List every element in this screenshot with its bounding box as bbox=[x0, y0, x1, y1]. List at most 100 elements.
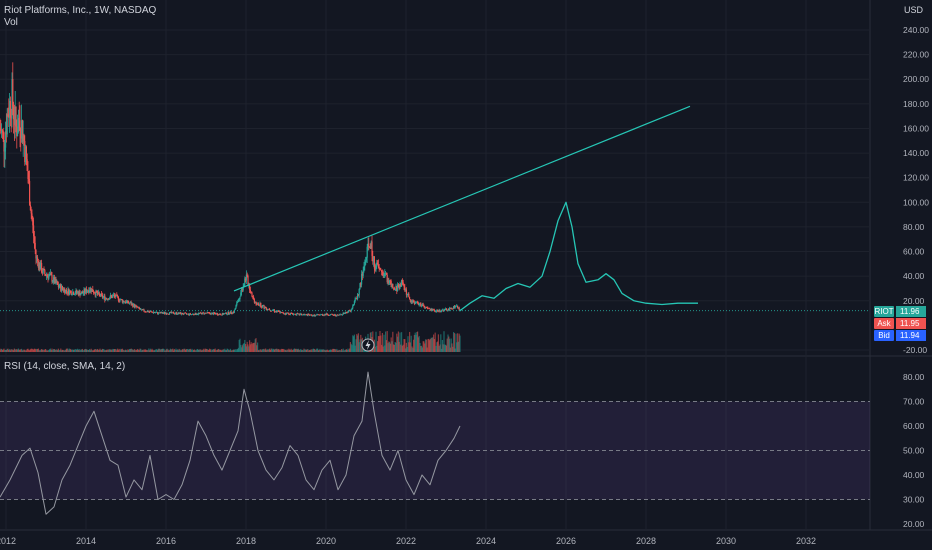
volume-bar bbox=[268, 349, 270, 352]
volume-bar bbox=[7, 348, 9, 352]
candle-body bbox=[437, 309, 439, 311]
volume-bar bbox=[305, 349, 307, 352]
volume-bar bbox=[173, 350, 175, 352]
candle-body bbox=[376, 262, 378, 267]
candle-body bbox=[236, 302, 238, 306]
candle-body bbox=[330, 313, 332, 315]
volume-bar bbox=[243, 343, 245, 352]
volume-bar bbox=[298, 349, 300, 352]
volume-bar bbox=[221, 350, 223, 352]
volume-bar bbox=[40, 349, 42, 352]
candle-body bbox=[227, 311, 229, 314]
candle-body bbox=[366, 246, 368, 258]
candle-body bbox=[139, 308, 141, 310]
volume-bar bbox=[439, 344, 441, 352]
candle-body bbox=[332, 314, 334, 315]
candle-body bbox=[145, 311, 147, 313]
volume-bar bbox=[453, 332, 455, 352]
volume-bar bbox=[82, 350, 84, 352]
volume-bar bbox=[338, 350, 340, 352]
candle-body bbox=[27, 170, 29, 179]
volume-bar bbox=[405, 348, 407, 352]
volume-bar bbox=[41, 349, 43, 352]
candle-body bbox=[85, 288, 87, 293]
volume-label[interactable]: Vol bbox=[4, 17, 18, 28]
volume-bar bbox=[84, 349, 86, 352]
candle-body bbox=[135, 305, 137, 307]
volume-bar bbox=[349, 342, 351, 352]
volume-bar bbox=[125, 349, 127, 352]
volume-bar bbox=[308, 350, 310, 352]
volume-bar bbox=[119, 350, 121, 352]
price-tick-label: 120.00 bbox=[903, 173, 929, 183]
volume-bar bbox=[15, 349, 17, 352]
candle-body bbox=[26, 159, 28, 171]
volume-bar bbox=[253, 342, 255, 352]
volume-bar bbox=[139, 348, 141, 352]
candle-body bbox=[125, 302, 127, 304]
volume-bar bbox=[190, 350, 192, 352]
candle-body bbox=[80, 293, 82, 296]
last-price-badge: RIOT bbox=[874, 306, 894, 317]
candle-body bbox=[419, 302, 421, 304]
candle-body bbox=[3, 132, 5, 152]
candle-body bbox=[151, 311, 153, 313]
volume-bar bbox=[409, 331, 411, 352]
candle-body bbox=[327, 314, 329, 316]
candle-body bbox=[175, 312, 177, 314]
candle-body bbox=[202, 312, 204, 314]
volume-bar bbox=[449, 338, 451, 352]
volume-bar bbox=[192, 350, 194, 352]
volume-bar bbox=[267, 349, 269, 352]
chart-overlays bbox=[361, 338, 375, 352]
candle-body bbox=[153, 312, 155, 313]
candle-body bbox=[212, 312, 214, 315]
time-axis: 2012 2014 2016 2018 2020 2022 2024 2026 2028 2030… bbox=[0, 536, 816, 546]
volume-bar bbox=[313, 348, 315, 352]
candle-body bbox=[353, 304, 355, 306]
volume-bar bbox=[313, 348, 315, 352]
volume-bar bbox=[37, 348, 39, 352]
volume-bar bbox=[256, 345, 258, 352]
volume-bar bbox=[191, 348, 193, 352]
volume-bar bbox=[43, 350, 45, 352]
candle-body bbox=[438, 310, 440, 312]
volume-bar bbox=[444, 344, 446, 352]
volume-bar bbox=[401, 345, 403, 352]
volume-bar bbox=[13, 348, 15, 352]
price-candles bbox=[0, 62, 461, 317]
time-tick-label: 2032 bbox=[796, 536, 816, 546]
candle-body bbox=[14, 106, 16, 125]
candle-body bbox=[294, 313, 296, 315]
candle-body bbox=[194, 312, 196, 315]
candle-body bbox=[163, 312, 165, 314]
rsi-label[interactable]: RSI (14, close, SMA, 14, 2) bbox=[4, 361, 126, 372]
candle-body bbox=[312, 315, 314, 317]
symbol-title[interactable]: Riot Platforms, Inc., 1W, NASDAQ bbox=[4, 5, 157, 16]
candle-body bbox=[159, 312, 161, 314]
volume-bar bbox=[416, 331, 418, 352]
candle-body bbox=[444, 309, 446, 310]
volume-bar bbox=[36, 348, 38, 352]
candle-body bbox=[183, 312, 185, 315]
candle-body bbox=[10, 117, 12, 119]
volume-bar bbox=[81, 348, 83, 352]
candle-body bbox=[285, 312, 287, 315]
volume-bar bbox=[271, 348, 273, 352]
volume-bar bbox=[337, 350, 339, 352]
volume-bar bbox=[216, 349, 218, 352]
volume-bar bbox=[398, 341, 400, 352]
candle-body bbox=[229, 311, 231, 314]
volume-bar bbox=[276, 348, 278, 352]
volume-bar bbox=[412, 347, 414, 352]
candle-body bbox=[195, 312, 197, 315]
volume-bar bbox=[238, 339, 240, 352]
volume-bar bbox=[305, 349, 307, 352]
volume-bar bbox=[424, 343, 426, 352]
volume-bar bbox=[49, 349, 51, 352]
volume-bar bbox=[353, 334, 355, 352]
candle-body bbox=[337, 314, 339, 316]
candle-body bbox=[174, 313, 176, 315]
volume-bar bbox=[284, 349, 286, 352]
candle-body bbox=[86, 291, 88, 293]
